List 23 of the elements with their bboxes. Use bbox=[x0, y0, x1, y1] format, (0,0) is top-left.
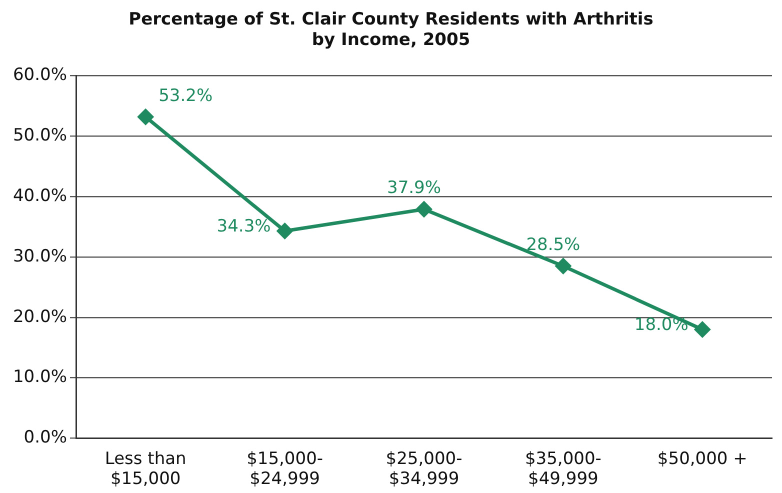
y-tick-label: 10.0% bbox=[12, 367, 68, 388]
data-label: 53.2% bbox=[158, 86, 213, 106]
point bbox=[555, 258, 571, 274]
point bbox=[138, 109, 154, 125]
x-tick-label: $50,000 + bbox=[657, 448, 748, 469]
data-label: 18.0% bbox=[634, 314, 688, 335]
y-tick-label: 60.0% bbox=[12, 65, 68, 86]
point bbox=[694, 322, 710, 338]
data-label: 28.5% bbox=[526, 234, 580, 255]
chart-title: Percentage of St. Clair County Residents with Arthritis by Income, 2005 bbox=[128, 10, 654, 50]
x-tick-label: $25,000- $34,999 bbox=[386, 448, 462, 490]
data-label: 34.3% bbox=[216, 216, 271, 236]
x-tick-label: $15,000- $24,999 bbox=[246, 448, 324, 490]
point bbox=[277, 223, 293, 239]
y-tick-label: 30.0% bbox=[12, 246, 68, 266]
y-tick-label: 40.0% bbox=[12, 186, 68, 206]
y-tick-label: 0.0% bbox=[24, 428, 68, 448]
x-tick-label: $35,000- $49,999 bbox=[524, 448, 602, 490]
y-tick-label: 20.0% bbox=[12, 306, 68, 327]
y-tick-label: 50.0% bbox=[12, 126, 68, 146]
data-label: 37.9% bbox=[386, 178, 442, 198]
point bbox=[416, 202, 432, 218]
x-tick-label: Less than $15,000 bbox=[104, 448, 186, 490]
